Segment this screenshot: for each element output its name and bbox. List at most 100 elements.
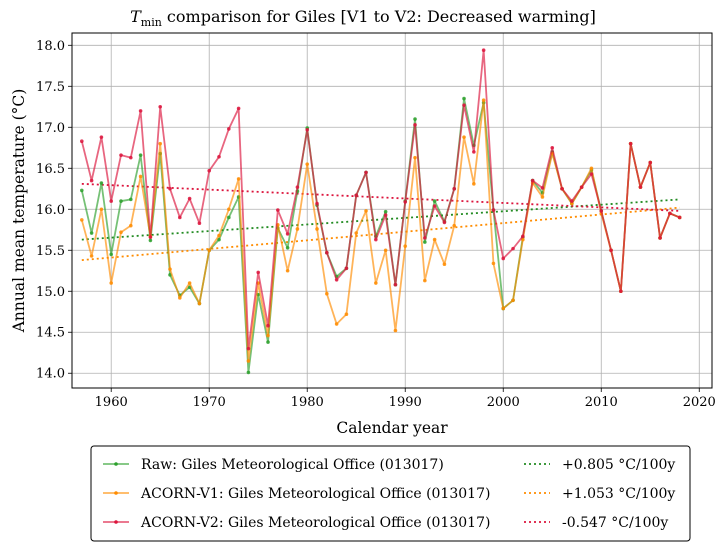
data-point [325, 291, 329, 296]
data-point [285, 246, 290, 250]
data-point [99, 181, 104, 185]
data-point [305, 162, 310, 166]
data-point [227, 207, 231, 212]
data-point [246, 346, 251, 351]
data-point [295, 185, 300, 189]
data-point [403, 244, 408, 248]
data-point [89, 231, 94, 235]
y-tick-label: 14.5 [36, 326, 65, 341]
data-point [266, 340, 270, 344]
data-point [530, 178, 535, 183]
data-point [197, 221, 202, 226]
data-point [158, 104, 163, 109]
data-point [197, 301, 202, 306]
chart-title: Tmin comparison for Giles [V1 to V2: Dec… [130, 7, 596, 29]
data-point [638, 185, 643, 189]
legend-swatch-marker [114, 520, 118, 524]
data-point [550, 145, 555, 150]
legend-trend-label: -0.547 °C/100y [562, 515, 668, 531]
data-point [344, 266, 349, 271]
series-line [80, 97, 681, 374]
data-point [383, 209, 388, 214]
title-t: T [130, 7, 142, 26]
data-point [334, 277, 339, 282]
data-point [501, 306, 506, 311]
x-tick-label: 1960 [95, 395, 128, 410]
data-point [383, 213, 388, 217]
data-point [521, 234, 525, 239]
data-point [158, 141, 163, 146]
data-point [570, 201, 574, 206]
data-point [266, 323, 270, 328]
y-tick-label: 18.0 [36, 39, 65, 54]
data-point [99, 135, 104, 139]
data-point [178, 215, 182, 220]
data-point [80, 218, 84, 222]
data-point [491, 208, 496, 212]
data-point [511, 246, 515, 251]
data-point [579, 185, 584, 189]
data-point [472, 150, 476, 154]
data-point [109, 252, 114, 257]
data-point [89, 254, 94, 258]
data-point [462, 103, 466, 107]
data-point [354, 193, 359, 198]
y-tick-label: 16.0 [36, 203, 65, 218]
y-tick-label: 14.0 [36, 367, 65, 382]
data-point [481, 98, 486, 103]
x-tick-label: 1980 [291, 395, 324, 410]
data-point [295, 227, 300, 231]
data-point [80, 139, 84, 144]
x-tick-label: 1970 [193, 395, 226, 410]
data-point [393, 328, 398, 333]
plot-frame [71, 32, 713, 389]
series-lines [80, 48, 682, 375]
data-point [217, 233, 221, 238]
data-point [619, 289, 623, 294]
data-point [207, 248, 212, 253]
data-point [344, 312, 349, 317]
y-axis-ticks: 14.0 14.5 15.0 15.5 16.0 16.5 17.0 17.5 18.0 [36, 39, 72, 382]
x-tick-label: 2010 [585, 395, 618, 410]
data-point [80, 188, 84, 193]
trend-lines [81, 182, 680, 261]
y-tick-label: 16.5 [36, 162, 65, 177]
data-point [168, 186, 172, 191]
data-point [236, 177, 241, 181]
series-2 [80, 48, 682, 351]
data-point [129, 223, 133, 228]
data-point [227, 127, 231, 131]
data-point [658, 236, 662, 240]
data-point [609, 248, 613, 253]
series-line [80, 99, 681, 362]
grid [72, 33, 712, 388]
data-point [648, 160, 653, 165]
x-tick-label: 2000 [487, 395, 520, 410]
data-point [423, 236, 427, 240]
x-axis-ticks: 1960 1970 1980 1990 2000 2010 2020 [95, 388, 716, 410]
series-1 [80, 98, 682, 363]
x-tick-label: 1990 [389, 395, 422, 410]
data-point [374, 281, 378, 285]
data-point [119, 199, 123, 203]
data-point [413, 123, 417, 127]
data-point [511, 298, 515, 303]
legend-label: Raw: Giles Meteorological Office (013017… [141, 457, 444, 473]
title-text: comparison for Giles [V1 to V2: Decrease… [162, 7, 596, 26]
data-point [227, 215, 231, 220]
data-point [246, 359, 251, 363]
data-point [119, 153, 123, 157]
data-point [442, 220, 447, 225]
data-point [374, 237, 378, 242]
data-point [628, 141, 633, 146]
data-point [462, 135, 466, 139]
data-point [570, 199, 574, 203]
data-point [217, 154, 221, 159]
data-point [89, 178, 94, 183]
data-point [187, 281, 192, 285]
y-axis-label: Annual mean temperature (°C) [10, 89, 28, 334]
data-point [168, 267, 172, 271]
y-tick-label: 17.0 [36, 121, 65, 136]
legend-swatch-marker [114, 462, 118, 466]
